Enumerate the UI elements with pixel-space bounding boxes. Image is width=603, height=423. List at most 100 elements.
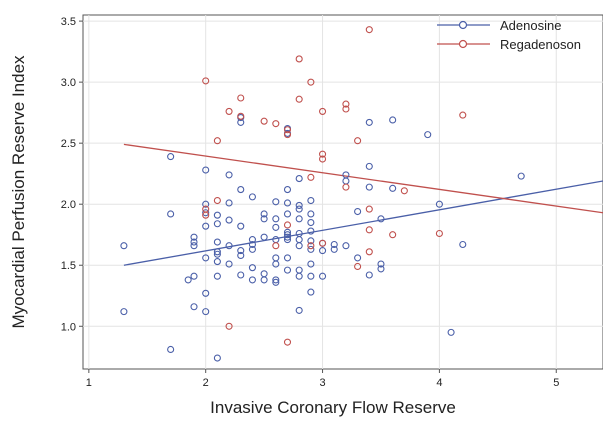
- data-point-adenosine: [272, 223, 280, 231]
- data-point-adenosine: [237, 186, 245, 194]
- data-point-adenosine: [283, 186, 292, 194]
- data-point-adenosine: [202, 200, 210, 208]
- data-point-adenosine: [283, 236, 292, 244]
- data-point-regadenoson: [365, 205, 373, 213]
- y-tick-label: 3.0: [61, 77, 76, 89]
- data-point-adenosine: [213, 248, 221, 256]
- data-point-adenosine: [389, 184, 397, 192]
- data-point-adenosine: [190, 238, 198, 246]
- data-point-adenosine: [283, 233, 292, 241]
- data-point-adenosine: [365, 271, 373, 279]
- data-point-regadenoson: [342, 100, 350, 108]
- data-point-adenosine: [295, 236, 303, 244]
- x-tick-label: 4: [436, 377, 442, 389]
- x-tick-label: 3: [319, 377, 325, 389]
- data-point-regadenoson: [342, 183, 350, 191]
- legend-item-adenosine: Adenosine: [437, 18, 561, 33]
- data-point-adenosine: [283, 266, 292, 274]
- data-point-adenosine: [354, 207, 362, 216]
- data-point-adenosine: [213, 354, 221, 362]
- data-point-adenosine: [213, 238, 221, 246]
- data-point-regadenoson: [283, 221, 292, 229]
- data-point-adenosine: [389, 116, 397, 124]
- data-point-adenosine: [167, 153, 175, 161]
- data-point-adenosine: [283, 231, 292, 239]
- data-point-adenosine: [120, 242, 128, 250]
- data-point-adenosine: [213, 211, 221, 219]
- data-point-adenosine: [307, 272, 315, 280]
- grid-lines: [83, 15, 603, 369]
- x-tick-label: 5: [553, 377, 559, 389]
- data-point-regadenoson: [295, 55, 303, 63]
- data-point-regadenoson: [260, 117, 268, 125]
- data-point-regadenoson: [225, 107, 233, 115]
- data-point-regadenoson: [307, 173, 315, 181]
- data-point-adenosine: [283, 199, 292, 207]
- data-point-adenosine: [283, 210, 292, 218]
- data-point-adenosine: [377, 260, 385, 268]
- data-point-adenosine: [202, 308, 210, 316]
- data-point-adenosine: [435, 200, 443, 208]
- data-point-adenosine: [377, 215, 385, 223]
- data-point-adenosine: [120, 308, 128, 316]
- axes: 1.0 1.5 2.0 2.5 3.0 3.5 1 2 3 4 5: [61, 16, 560, 389]
- data-point-adenosine: [225, 260, 233, 268]
- data-point-adenosine: [342, 177, 350, 185]
- data-point-adenosine: [202, 166, 210, 174]
- data-point-adenosine: [167, 345, 175, 354]
- data-point-adenosine: [377, 265, 385, 273]
- data-point-adenosine: [307, 218, 315, 227]
- legend-marker-icon: [458, 39, 468, 49]
- data-point-regadenoson: [354, 262, 362, 271]
- data-point-adenosine: [237, 222, 245, 230]
- data-point-adenosine: [248, 245, 256, 253]
- y-tick-label: 3.5: [61, 16, 76, 28]
- data-point-regadenoson: [365, 26, 373, 34]
- data-point-adenosine: [260, 233, 268, 241]
- data-point-adenosine: [237, 247, 245, 255]
- data-point-adenosine: [365, 162, 373, 170]
- data-point-adenosine: [213, 250, 221, 258]
- data-point-adenosine: [295, 306, 303, 314]
- data-point-adenosine: [307, 260, 315, 268]
- x-axis-title: Invasive Coronary Flow Reserve: [210, 398, 456, 417]
- data-point-regadenoson: [435, 229, 443, 238]
- data-point-adenosine: [272, 215, 280, 223]
- y-tick-label: 1.5: [61, 260, 76, 272]
- data-point-regadenoson: [202, 211, 210, 219]
- legend-label: Adenosine: [500, 18, 561, 33]
- data-point-regadenoson: [272, 242, 280, 250]
- data-point-adenosine: [307, 227, 315, 235]
- data-point-regadenoson: [295, 95, 303, 103]
- y-tick-label: 1.0: [61, 321, 76, 333]
- x-tick-label: 1: [86, 377, 92, 389]
- data-point-adenosine: [202, 222, 210, 230]
- data-point-adenosine: [447, 328, 455, 336]
- data-point-adenosine: [295, 242, 303, 250]
- data-point-regadenoson: [319, 150, 327, 158]
- y-tick-label: 2.5: [61, 138, 76, 150]
- data-point-adenosine: [225, 199, 233, 207]
- data-point-adenosine: [248, 264, 256, 272]
- data-point-adenosine: [202, 209, 210, 217]
- regression-line-adenosine: [123, 180, 603, 266]
- y-tick-label: 2.0: [61, 199, 76, 211]
- data-point-regadenoson: [459, 111, 467, 119]
- data-point-regadenoson: [283, 338, 292, 346]
- data-point-regadenoson: [272, 120, 280, 128]
- data-point-adenosine: [213, 220, 221, 228]
- data-point-regadenoson: [354, 137, 362, 145]
- data-point-adenosine: [307, 245, 315, 253]
- series-regadenoson: [202, 26, 467, 346]
- data-point-regadenoson: [319, 239, 327, 247]
- data-point-adenosine: [272, 260, 280, 268]
- data-point-adenosine: [354, 254, 362, 262]
- y-axis-title: Myocardial Perfusion Reserve Index: [9, 55, 28, 329]
- data-point-adenosine: [248, 276, 256, 284]
- data-point-adenosine: [225, 242, 233, 250]
- data-point-adenosine: [307, 237, 315, 245]
- data-point-regadenoson: [213, 196, 221, 205]
- legend-item-regadenoson: Regadenoson: [437, 37, 581, 52]
- data-point-adenosine: [365, 183, 373, 191]
